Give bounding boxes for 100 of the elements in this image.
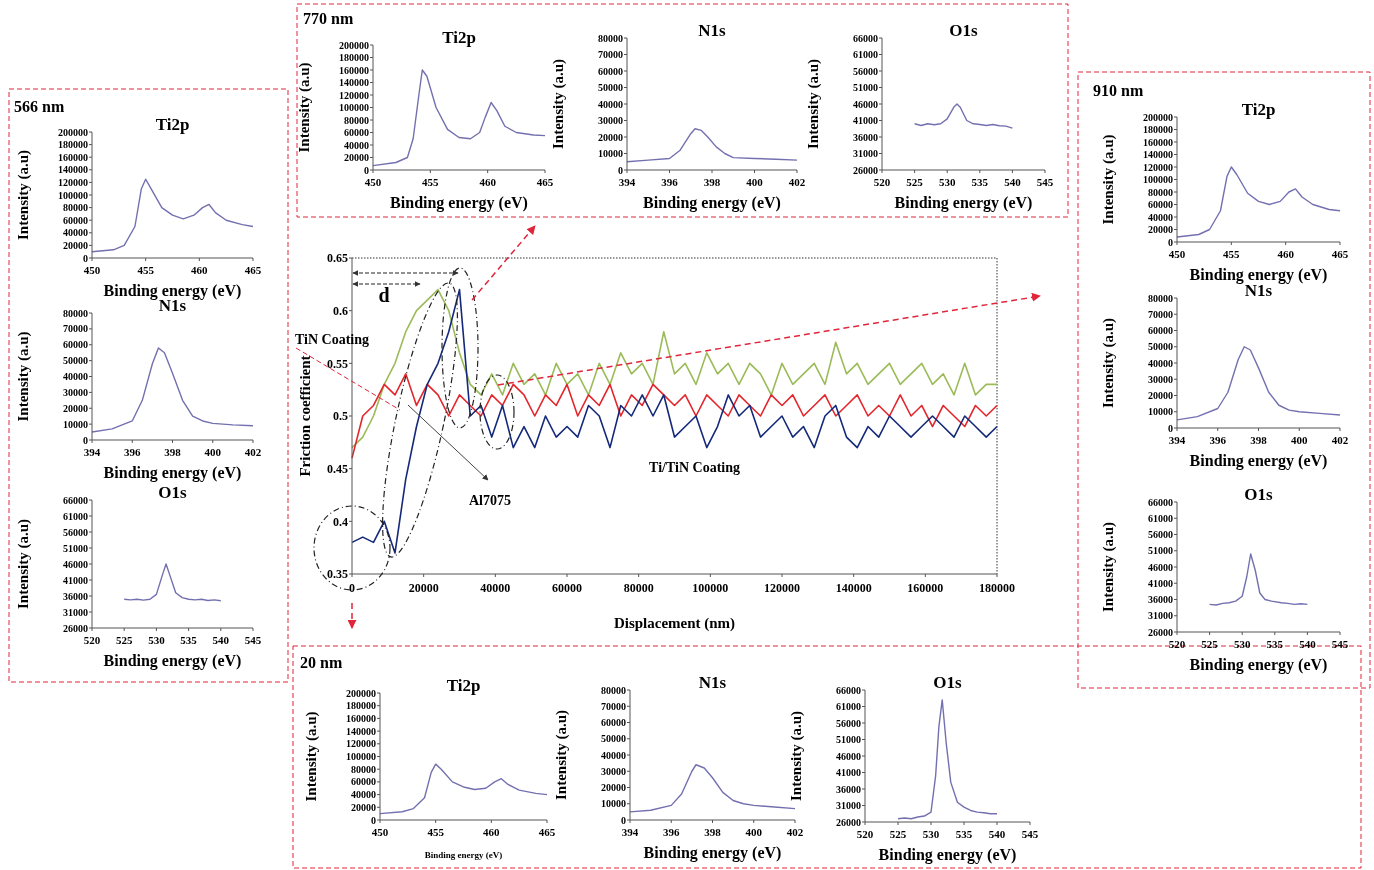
y-tick-label: 20000 [1148, 224, 1173, 235]
y-tick-label: 180000 [1143, 124, 1173, 135]
y-tick-label: 60000 [1148, 199, 1173, 210]
x-tick-label: 180000 [979, 581, 1015, 595]
y-tick-label: 140000 [339, 77, 369, 88]
y-axis-title: Intensity (a.u) [1100, 317, 1117, 409]
x-tick-label: 450 [83, 264, 101, 276]
x-tick-label: 520 [856, 828, 874, 840]
y-tick-label: 0.45 [327, 461, 348, 476]
x-tick-label: 525 [906, 176, 924, 188]
x-tick-label: 396 [124, 446, 141, 458]
y-tick-label: 30000 [1148, 373, 1173, 385]
y-tick-label: 41000 [836, 767, 861, 778]
y-tick-label: 160000 [1143, 136, 1173, 148]
chart-title: N1s [698, 673, 727, 692]
x-tick-label: 525 [889, 828, 907, 840]
x-tick-label: 394 [621, 826, 639, 838]
x-tick-label: 545 [244, 634, 262, 646]
y-tick-label: 80000 [598, 32, 623, 44]
y-tick-label: 100000 [346, 751, 376, 762]
y-tick-label: 180000 [339, 52, 369, 63]
y-tick-label: 20000 [601, 782, 626, 793]
y-tick-label: 40000 [63, 371, 88, 382]
x-tick-label: 455 [422, 176, 440, 188]
x-tick-label: 100000 [692, 581, 729, 595]
x-tick-label: 540 [988, 828, 1006, 840]
y-tick-label: 200000 [346, 687, 376, 699]
x-axis-title: Binding energy (eV) [1189, 656, 1328, 674]
y-tick-label: 80000 [63, 202, 88, 214]
y-tick-label: 36000 [836, 783, 861, 795]
y-tick-label: 31000 [63, 606, 88, 618]
y-tick-label: 140000 [58, 164, 88, 176]
y-tick-label: 66000 [836, 684, 861, 696]
line-series [913, 103, 1014, 129]
y-tick-label: 10000 [598, 148, 623, 159]
x-axis-title: Binding energy (eV) [103, 464, 242, 482]
x-tick-label: 455 [427, 826, 445, 838]
y-tick-label: 60000 [63, 339, 88, 351]
y-axis-title: Intensity (a.u) [15, 331, 32, 422]
x-tick-label: 396 [663, 826, 680, 838]
y-tick-label: 40000 [344, 139, 369, 151]
y-axis-title: Intensity (a.u) [15, 149, 32, 241]
y-tick-label: 30000 [63, 386, 88, 398]
y-tick-label: 70000 [601, 700, 626, 712]
line-series [897, 699, 998, 820]
x-axis-title: Binding energy (eV) [103, 652, 242, 670]
x-tick-label: 455 [137, 264, 155, 276]
y-tick-label: 160000 [346, 712, 376, 724]
x-axis-title: Displacement (nm) [613, 615, 736, 632]
chart-title: N1s [698, 21, 727, 40]
y-tick-label: 26000 [836, 816, 861, 828]
line-series [1208, 553, 1309, 606]
y-tick-label: 100000 [339, 102, 369, 113]
y-tick-label: 36000 [1148, 594, 1173, 605]
y-tick-label: 200000 [1143, 111, 1173, 123]
y-axis-title: Intensity (a.u) [1100, 521, 1117, 613]
y-axis-title: Intensity (a.u) [296, 62, 313, 153]
annotation: TiN Coating [295, 332, 370, 347]
y-tick-label: 60000 [601, 717, 626, 728]
y-tick-label: 31000 [853, 148, 878, 159]
y-tick-label: 160000 [339, 64, 369, 76]
y-tick-label: 50000 [598, 82, 623, 93]
y-tick-label: 46000 [836, 750, 861, 762]
y-tick-label: 46000 [63, 558, 88, 570]
y-tick-label: 20000 [598, 131, 623, 143]
x-tick-label: 530 [922, 828, 940, 840]
line-series [379, 763, 548, 815]
y-tick-label: 40000 [63, 227, 88, 239]
y-tick-label: 66000 [1148, 496, 1173, 508]
y-tick-label: 80000 [63, 307, 88, 319]
y-tick-label: 40000 [1148, 357, 1173, 369]
x-tick-label: 520 [873, 176, 891, 188]
y-tick-label: 10000 [601, 798, 626, 810]
x-tick-label: 396 [1209, 434, 1227, 446]
x-tick-label: 394 [618, 176, 636, 188]
y-tick-label: 36000 [853, 131, 878, 143]
text: 770 nm [303, 10, 354, 27]
y-tick-label: 61000 [1148, 512, 1173, 524]
x-tick-label: 120000 [764, 581, 800, 595]
x-tick-label: 394 [1168, 434, 1186, 446]
chart-title: Ti2p [442, 28, 476, 47]
y-tick-label: 0.65 [327, 251, 348, 266]
line-series [1176, 346, 1341, 421]
x-axis-title: Binding energy (eV) [643, 844, 782, 862]
y-tick-label: 70000 [598, 49, 623, 60]
y-tick-label: 200000 [58, 126, 88, 138]
x-tick-label: 465 [244, 264, 262, 276]
y-tick-label: 26000 [853, 164, 878, 176]
y-tick-label: 80000 [601, 684, 626, 696]
y-tick-label: 66000 [63, 494, 88, 506]
y-tick-label: 40000 [1148, 211, 1173, 223]
x-tick-label: 450 [1168, 248, 1186, 260]
y-tick-label: 0.5 [333, 409, 348, 424]
x-tick-label: 396 [661, 176, 679, 188]
y-tick-label: 100000 [58, 189, 88, 201]
x-tick-label: 20000 [408, 581, 439, 595]
chart-title: Ti2p [1241, 100, 1276, 119]
x-tick-label: 530 [1233, 638, 1251, 650]
line-series [372, 69, 546, 167]
x-tick-label: 398 [1250, 434, 1268, 446]
